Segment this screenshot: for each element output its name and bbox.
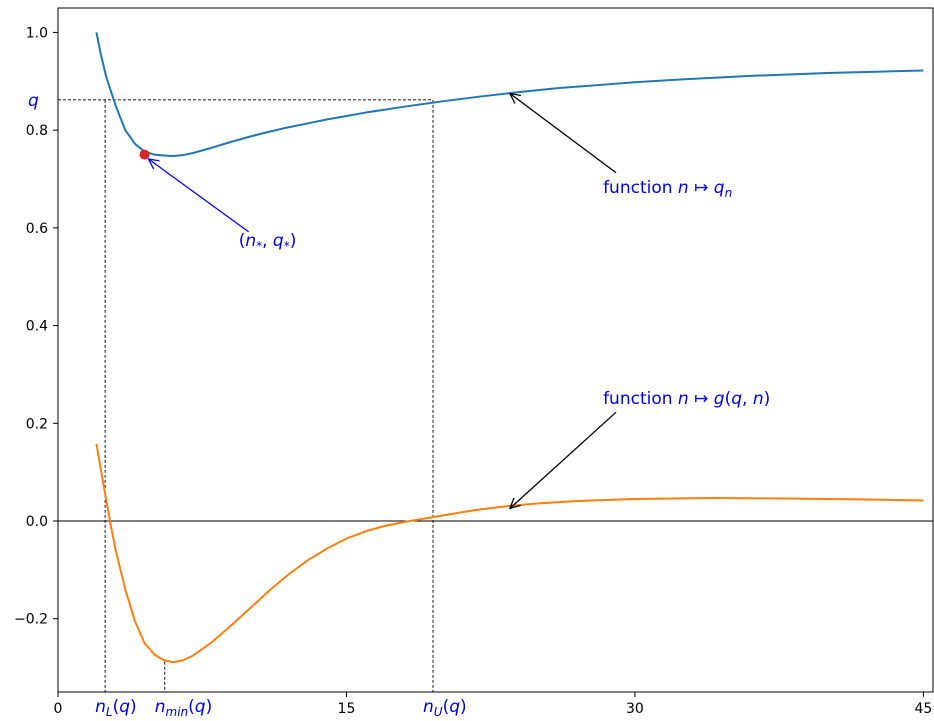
q-level-label: q [28,91,39,111]
guide-lines [58,99,933,692]
g-function-label: function n ↦ g(q, n) [603,389,770,409]
axes: 0 15 30 45 −0.2 0.0 0.2 0.4 0.6 0.8 1.0 [14,7,934,717]
nL-label: nL(q) [95,697,137,719]
annotations [148,94,617,509]
nU-label-base: n [423,697,434,717]
x-tick-label: 15 [338,701,356,717]
series-group [95,32,924,664]
y-tick-label: −0.2 [14,612,48,628]
series-line-qn [95,32,924,158]
plot-frame [57,7,934,693]
nmin-label-arg: (q) [188,697,212,717]
series-line-g [95,443,924,664]
y-tick-label: 0.8 [26,123,48,139]
nmin-label-sub: min [166,705,189,719]
x-tick-label: 45 [914,701,932,717]
g-function-arrow [510,411,617,508]
x-tick-label: 30 [626,701,644,717]
nL-label-arg: (q) [113,697,137,717]
nU-label-arg: (q) [443,697,467,717]
y-tick-label: 0.0 [26,514,48,530]
star-point-marker [139,149,150,160]
y-tick-label: 0.2 [26,416,48,432]
nL-label-base: n [95,697,106,717]
y-tick-label: 1.0 [26,25,48,41]
star-arrow [148,159,250,233]
qn-function-label: function n ↦ qn [603,178,732,200]
nmin-label-base: n [155,697,166,717]
star-point-label: (n*, q*) [239,231,297,253]
x-tick-label: 0 [54,701,63,717]
nU-label-sub: U [434,705,443,719]
y-tick-label: 0.4 [26,319,48,335]
nL-label-sub: L [106,705,113,719]
qn-function-arrow [510,94,617,174]
nU-label: nU(q) [423,697,467,719]
nmin-label: nmin(q) [155,697,213,719]
y-tick-label: 0.6 [26,221,48,237]
